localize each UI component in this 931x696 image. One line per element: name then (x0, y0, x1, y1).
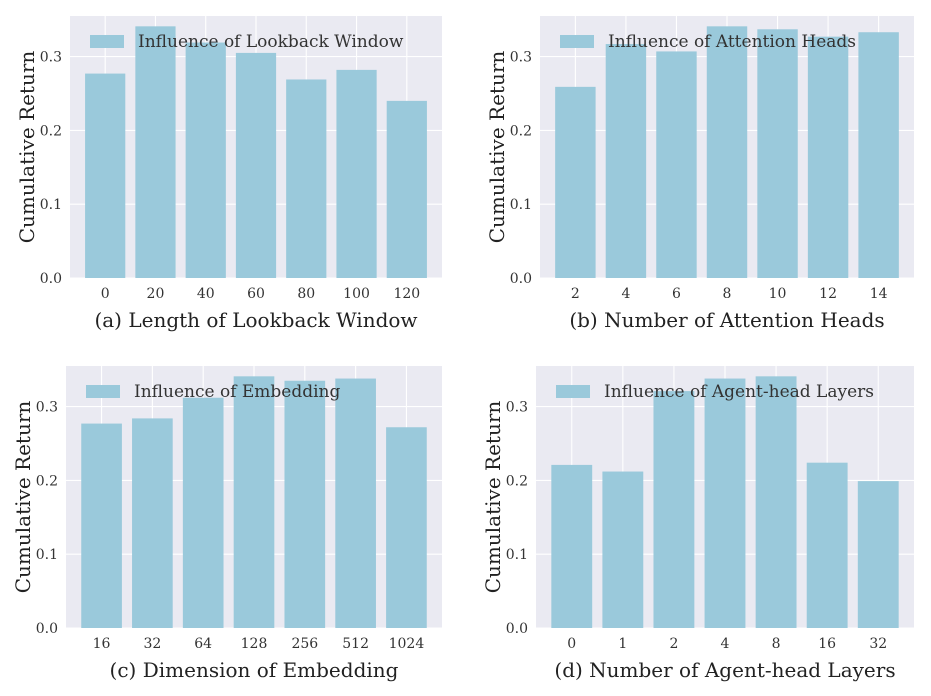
x-tick-label: 14 (870, 286, 888, 302)
x-tick-label: 12 (819, 286, 837, 302)
x-tick-label: 2 (669, 636, 678, 652)
legend: Influence of Lookback Window (90, 32, 404, 52)
x-tick-label: 40 (197, 286, 215, 302)
x-tick-label: 16 (93, 636, 111, 652)
chart-panel-d: 0.0 0.1 0.2 0.3 0 1 2 4 8 16 32 Cumulative Return (d… (481, 366, 914, 682)
x-axis-label: (d) Number of Agent-head Layers (554, 658, 895, 682)
legend-label: Influence of Embedding (134, 382, 341, 402)
x-tick-label: 256 (291, 636, 318, 652)
y-tick-label: 0.3 (40, 50, 62, 66)
y-axis-label: Cumulative Return (11, 401, 35, 594)
x-tick-label: 1 (618, 636, 627, 652)
y-tick-label: 0.0 (40, 271, 62, 287)
x-tick-label: 0 (567, 636, 576, 652)
y-tick-label: 0.3 (36, 400, 58, 416)
x-tick-label: 4 (621, 286, 630, 302)
bar (386, 427, 427, 628)
x-tick-label: 8 (772, 636, 781, 652)
y-tick-label: 0.1 (40, 197, 62, 213)
x-tick-label: 100 (343, 286, 370, 302)
x-axis-label: (c) Dimension of Embedding (110, 658, 399, 682)
y-tick-label: 0.0 (510, 271, 532, 287)
bar (135, 26, 176, 278)
bar (185, 42, 226, 278)
y-axis-label: Cumulative Return (481, 401, 505, 594)
bar (286, 79, 327, 278)
bar (386, 100, 427, 279)
bar (757, 29, 798, 278)
bar (858, 32, 899, 278)
bar (857, 481, 899, 628)
bar (602, 471, 644, 628)
x-tick-label: 0 (101, 286, 110, 302)
chart-panel-b: 0.0 0.1 0.2 0.3 2 4 6 8 10 12 14 Cumulative Return (… (485, 16, 914, 332)
bar (755, 376, 797, 628)
x-tick-label: 8 (723, 286, 732, 302)
x-tick-label: 32 (869, 636, 887, 652)
bar (85, 73, 126, 279)
legend-label: Influence of Agent-head Layers (604, 382, 874, 402)
x-tick-label: 1024 (389, 636, 425, 652)
bar (551, 464, 593, 628)
bar (233, 376, 275, 628)
legend: Influence of Agent-head Layers (556, 382, 874, 402)
y-tick-label: 0.2 (40, 123, 62, 139)
bar (336, 69, 377, 278)
y-tick-label: 0.0 (506, 621, 528, 637)
chart-panel-c: 0.0 0.1 0.2 0.3 16 32 64 128 256 512 1024 Cumulativ… (11, 366, 442, 682)
x-tick-label: 10 (769, 286, 787, 302)
y-tick-label: 0.0 (36, 621, 58, 637)
bar (132, 418, 173, 628)
chart-panel-a: 0.0 0.1 0.2 0.3 0 20 40 60 80 100 120 Cumulative Re… (15, 16, 442, 332)
legend: Influence of Embedding (86, 382, 341, 402)
y-tick-label: 0.1 (510, 197, 532, 213)
x-tick-label: 64 (194, 636, 212, 652)
bar (235, 52, 277, 278)
legend-swatch (560, 35, 594, 48)
y-tick-label: 0.1 (36, 547, 58, 563)
y-tick-label: 0.1 (506, 547, 528, 563)
y-tick-label: 0.2 (510, 123, 532, 139)
x-axis-label: (b) Number of Attention Heads (569, 308, 884, 332)
x-axis-label: (a) Length of Lookback Window (94, 308, 417, 332)
bar (656, 51, 697, 278)
bar (653, 391, 695, 628)
x-tick-label: 128 (241, 636, 268, 652)
y-tick-label: 0.3 (510, 50, 532, 66)
x-tick-label: 512 (342, 636, 369, 652)
y-axis-label: Cumulative Return (15, 51, 39, 244)
bar (807, 36, 849, 278)
bar (182, 397, 224, 628)
bar (806, 462, 848, 628)
legend-swatch (556, 385, 590, 398)
y-axis-label: Cumulative Return (485, 51, 509, 244)
legend-label: Influence of Lookback Window (138, 32, 404, 52)
legend-swatch (86, 385, 120, 398)
x-tick-label: 6 (672, 286, 681, 302)
bar (605, 44, 647, 278)
bar (335, 378, 376, 628)
x-tick-label: 32 (143, 636, 161, 652)
x-tick-label: 120 (393, 286, 420, 302)
x-tick-label: 80 (297, 286, 315, 302)
bar (81, 423, 122, 628)
y-tick-label: 0.2 (506, 473, 528, 489)
legend-label: Influence of Attention Heads (608, 32, 856, 52)
x-tick-label: 20 (147, 286, 165, 302)
x-tick-label: 60 (247, 286, 265, 302)
x-tick-label: 2 (571, 286, 580, 302)
legend: Influence of Attention Heads (560, 32, 856, 52)
y-tick-label: 0.2 (36, 473, 58, 489)
x-tick-label: 4 (721, 636, 730, 652)
x-tick-label: 16 (818, 636, 836, 652)
y-tick-label: 0.3 (506, 400, 528, 416)
bar (555, 86, 596, 278)
bar (706, 26, 748, 278)
bar (284, 380, 326, 628)
legend-swatch (90, 35, 124, 48)
bar (704, 378, 746, 628)
